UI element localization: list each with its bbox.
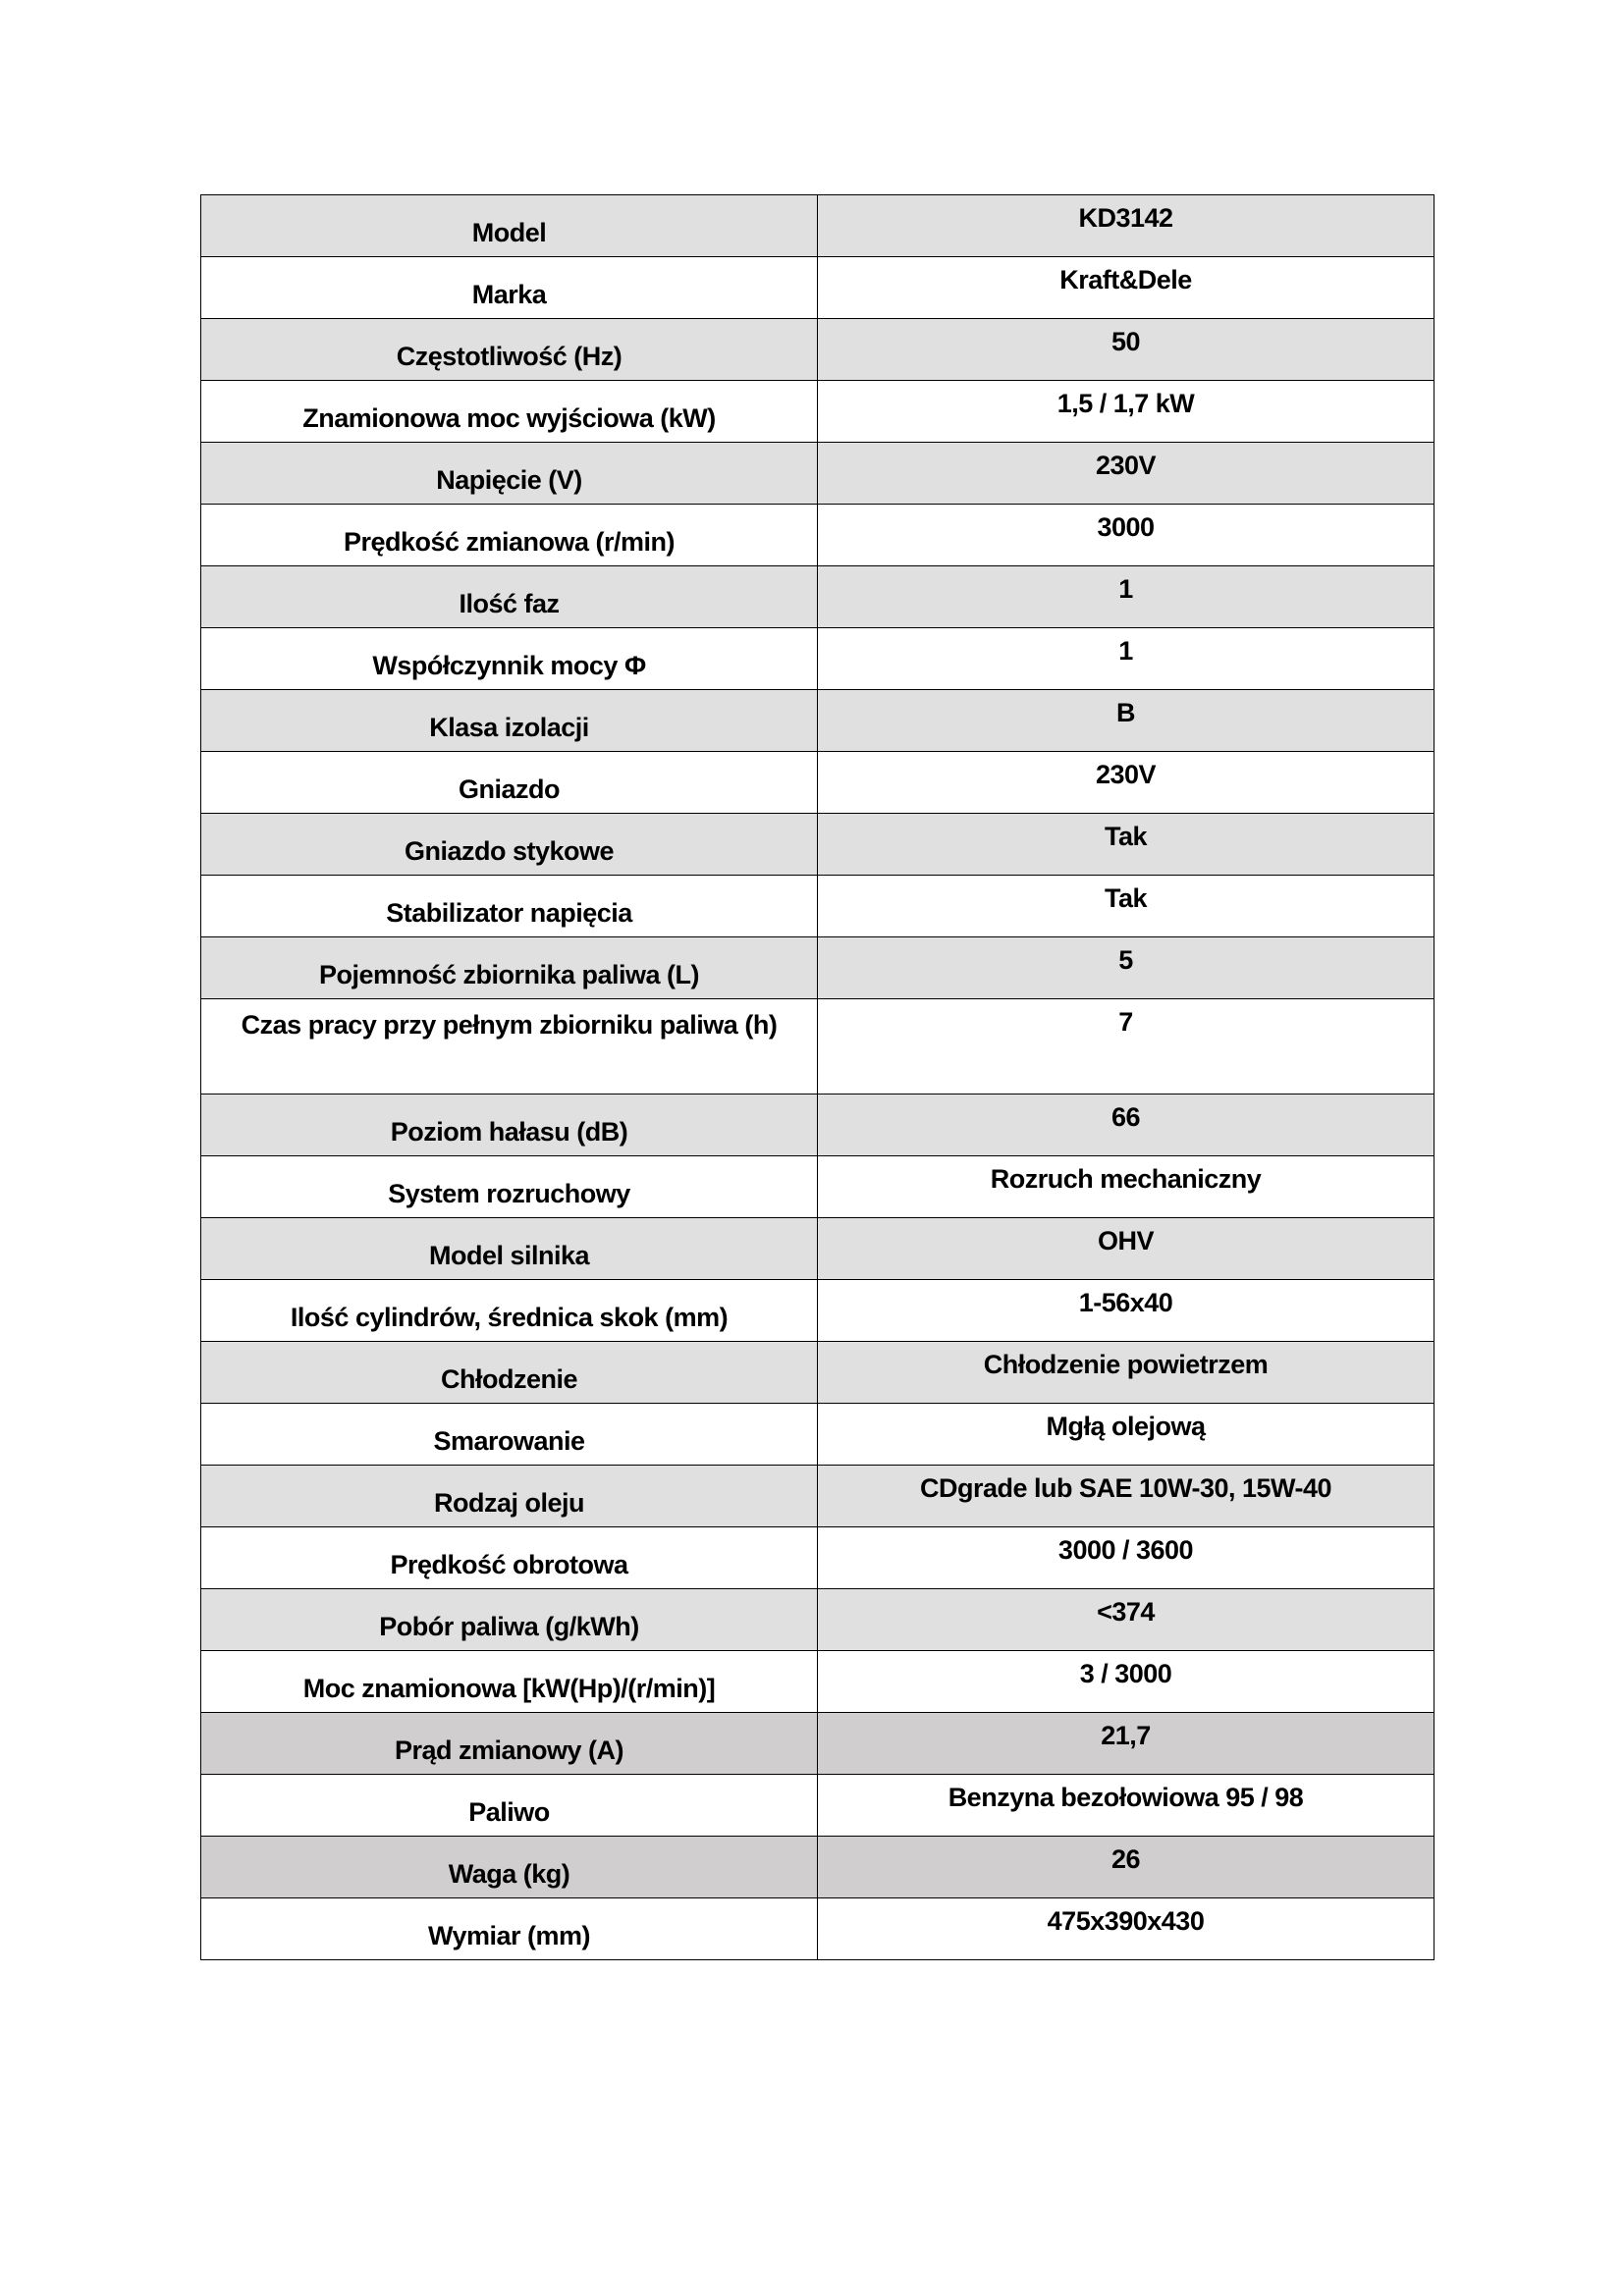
spec-label: Poziom hałasu (dB) xyxy=(200,1094,818,1156)
spec-label: Marka xyxy=(200,256,818,319)
spec-value: 1,5 / 1,7 kW xyxy=(817,380,1435,443)
spec-label: Chłodzenie xyxy=(200,1341,818,1404)
spec-label: Smarowanie xyxy=(200,1403,818,1466)
specification-table: Model KD3142 Marka Kraft&Dele Częstotliwość … xyxy=(200,194,1435,1960)
table-row: Smarowanie Mgłą olejową xyxy=(200,1403,1435,1466)
table-row: Prąd zmianowy (A) 21,7 xyxy=(200,1712,1435,1775)
spec-label: Waga (kg) xyxy=(200,1836,818,1898)
spec-label: Paliwo xyxy=(200,1774,818,1837)
table-row: Znamionowa moc wyjściowa (kW) 1,5 / 1,7 k… xyxy=(200,380,1435,443)
spec-label: Prąd zmianowy (A) xyxy=(200,1712,818,1775)
spec-value: 230V xyxy=(817,442,1435,505)
spec-value: 66 xyxy=(817,1094,1435,1156)
spec-label: Gniazdo xyxy=(200,751,818,814)
table-row: Gniazdo 230V xyxy=(200,751,1435,814)
spec-value: 5 xyxy=(817,936,1435,999)
spec-value: 50 xyxy=(817,318,1435,381)
table-row: Pobór paliwa (g/kWh) <374 xyxy=(200,1588,1435,1651)
table-row: Paliwo Benzyna bezołowiowa 95 / 98 xyxy=(200,1774,1435,1837)
spec-value: Benzyna bezołowiowa 95 / 98 xyxy=(817,1774,1435,1837)
spec-label: Klasa izolacji xyxy=(200,689,818,752)
spec-value: 3000 xyxy=(817,504,1435,566)
table-row: Poziom hałasu (dB) 66 xyxy=(200,1094,1435,1156)
spec-value: KD3142 xyxy=(817,194,1435,257)
spec-value: 3000 / 3600 xyxy=(817,1526,1435,1589)
spec-value: Tak xyxy=(817,813,1435,876)
spec-value: 26 xyxy=(817,1836,1435,1898)
spec-label: Pojemność zbiornika paliwa (L) xyxy=(200,936,818,999)
spec-label: Model xyxy=(200,194,818,257)
table-row: System rozruchowy Rozruch mechaniczny xyxy=(200,1155,1435,1218)
spec-label: Napięcie (V) xyxy=(200,442,818,505)
spec-value: OHV xyxy=(817,1217,1435,1280)
spec-label: Gniazdo stykowe xyxy=(200,813,818,876)
spec-value: <374 xyxy=(817,1588,1435,1651)
spec-value: Tak xyxy=(817,875,1435,937)
table-row: Napięcie (V) 230V xyxy=(200,442,1435,505)
table-row: Gniazdo stykowe Tak xyxy=(200,813,1435,876)
spec-value: 1-56x40 xyxy=(817,1279,1435,1342)
spec-value: 230V xyxy=(817,751,1435,814)
table-row: Waga (kg) 26 xyxy=(200,1836,1435,1898)
table-row: Częstotliwość (Hz) 50 xyxy=(200,318,1435,381)
spec-label: Stabilizator napięcia xyxy=(200,875,818,937)
table-row: Pojemność zbiornika paliwa (L) 5 xyxy=(200,936,1435,999)
spec-label: Moc znamionowa [kW(Hp)/(r/min)] xyxy=(200,1650,818,1713)
spec-value: 7 xyxy=(817,998,1435,1095)
spec-label: Prędkość zmianowa (r/min) xyxy=(200,504,818,566)
spec-label: Częstotliwość (Hz) xyxy=(200,318,818,381)
table-row: Ilość faz 1 xyxy=(200,565,1435,628)
spec-label: Wymiar (mm) xyxy=(200,1897,818,1960)
table-row: Moc znamionowa [kW(Hp)/(r/min)] 3 / 3000 xyxy=(200,1650,1435,1713)
spec-label: System rozruchowy xyxy=(200,1155,818,1218)
spec-label: Model silnika xyxy=(200,1217,818,1280)
spec-value: CDgrade lub SAE 10W-30, 15W-40 xyxy=(817,1465,1435,1527)
spec-label: Rodzaj oleju xyxy=(200,1465,818,1527)
table-row: Model KD3142 xyxy=(200,194,1435,257)
spec-value: Rozruch mechaniczny xyxy=(817,1155,1435,1218)
spec-label: Ilość faz xyxy=(200,565,818,628)
spec-value: 21,7 xyxy=(817,1712,1435,1775)
spec-value: Mgłą olejową xyxy=(817,1403,1435,1466)
spec-value: 475x390x430 xyxy=(817,1897,1435,1960)
table-row: Wymiar (mm) 475x390x430 xyxy=(200,1897,1435,1960)
table-row: Model silnika OHV xyxy=(200,1217,1435,1280)
spec-value: 1 xyxy=(817,627,1435,690)
table-row: Rodzaj oleju CDgrade lub SAE 10W-30, 15W-… xyxy=(200,1465,1435,1527)
table-row: Prędkość obrotowa 3000 / 3600 xyxy=(200,1526,1435,1589)
table-row: Marka Kraft&Dele xyxy=(200,256,1435,319)
spec-label: Ilość cylindrów, średnica skok (mm) xyxy=(200,1279,818,1342)
table-row: Klasa izolacji B xyxy=(200,689,1435,752)
spec-value: Chłodzenie powietrzem xyxy=(817,1341,1435,1404)
spec-label: Prędkość obrotowa xyxy=(200,1526,818,1589)
table-row: Czas pracy przy pełnym zbiorniku paliwa … xyxy=(200,998,1435,1095)
table-row: Ilość cylindrów, średnica skok (mm) 1-56x… xyxy=(200,1279,1435,1342)
spec-label: Czas pracy przy pełnym zbiorniku paliwa … xyxy=(200,998,818,1095)
spec-label: Współczynnik mocy Φ xyxy=(200,627,818,690)
spec-value: 3 / 3000 xyxy=(817,1650,1435,1713)
spec-value: Kraft&Dele xyxy=(817,256,1435,319)
table-row: Stabilizator napięcia Tak xyxy=(200,875,1435,937)
table-row: Chłodzenie Chłodzenie powietrzem xyxy=(200,1341,1435,1404)
spec-value: 1 xyxy=(817,565,1435,628)
spec-value: B xyxy=(817,689,1435,752)
spec-label: Pobór paliwa (g/kWh) xyxy=(200,1588,818,1651)
spec-label: Znamionowa moc wyjściowa (kW) xyxy=(200,380,818,443)
table-row: Prędkość zmianowa (r/min) 3000 xyxy=(200,504,1435,566)
